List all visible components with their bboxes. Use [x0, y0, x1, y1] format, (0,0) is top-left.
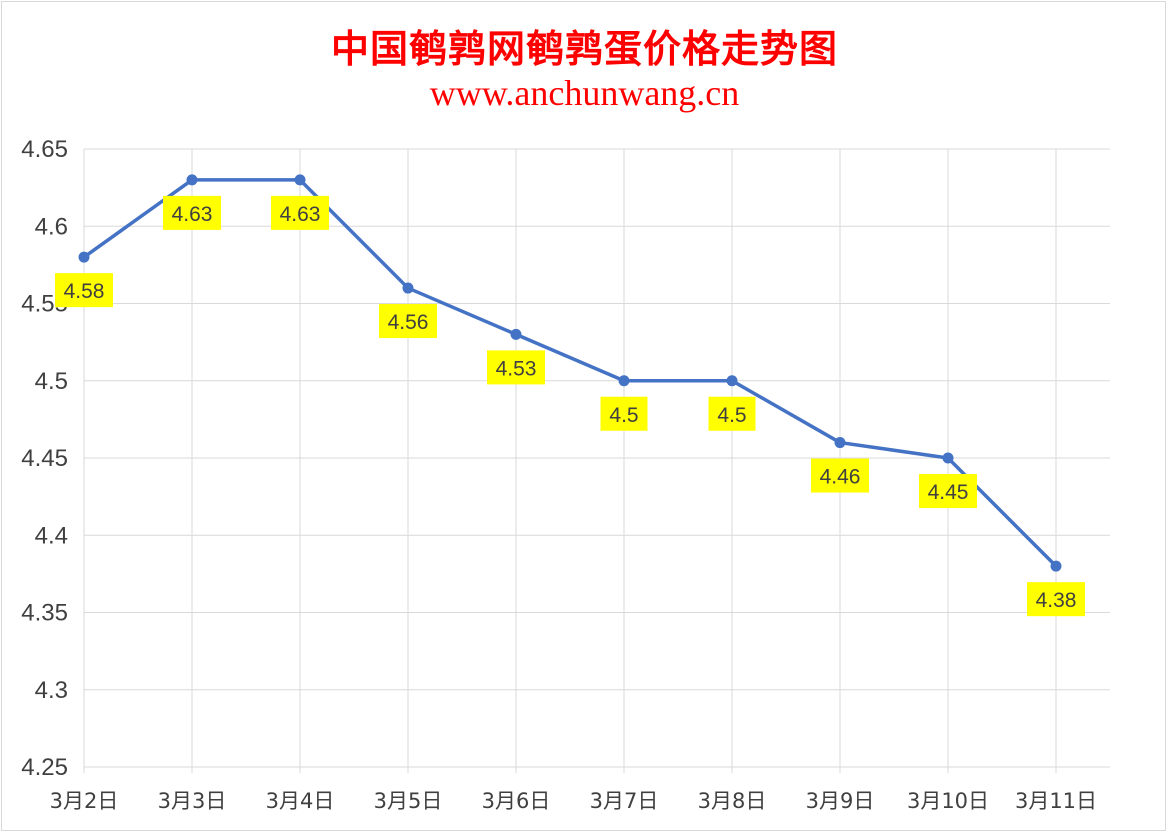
data-point: [186, 174, 198, 186]
data-label: 4.63: [280, 203, 321, 226]
data-label-bg: [708, 396, 756, 431]
data-label: 4.46: [820, 466, 861, 489]
y-tick-label: 4.5: [35, 368, 68, 395]
series-price: [78, 174, 1062, 572]
data-label-bg: [55, 273, 113, 308]
data-label-bg: [271, 195, 329, 230]
y-tick-label: 4.6: [35, 213, 68, 240]
data-point: [1050, 560, 1062, 572]
data-labels: 4.58 4.63 4.63 4.56 4.53 4.5 4.5 4.46 4.45 4.38: [55, 195, 1085, 617]
data-label: 4.5: [717, 404, 746, 427]
data-label-bg: [600, 396, 648, 431]
data-point: [78, 251, 90, 263]
data-label: 4.38: [1036, 589, 1077, 612]
x-tick-label: 3月10日: [907, 789, 989, 813]
y-axis-ticks: 4.254.34.354.44.454.54.554.64.65: [21, 136, 68, 781]
y-tick-label: 4.4: [35, 522, 68, 549]
data-label-bg: [1027, 582, 1085, 617]
data-label-bg: [163, 195, 221, 230]
y-tick-label: 4.25: [21, 754, 68, 781]
data-point: [834, 437, 846, 449]
x-tick-label: 3月8日: [698, 789, 767, 813]
data-label-bg: [379, 304, 437, 339]
data-label: 4.45: [928, 481, 969, 504]
x-axis-ticks: 3月2日 3月3日 3月4日 3月5日 3月6日 3月7日 3月8日 3月9日 3月10日 3月1…: [50, 789, 1097, 813]
data-label-bg: [487, 350, 545, 385]
x-tick-label: 3月6日: [482, 789, 551, 813]
y-tick-label: 4.35: [21, 600, 68, 627]
y-tick-label: 4.65: [21, 136, 68, 163]
chart-title: 中国鹌鹑网鹌鹑蛋价格走势图: [330, 26, 838, 71]
x-tick-label: 3月3日: [158, 789, 227, 813]
x-tick-label: 3月11日: [1015, 789, 1097, 813]
chart-subtitle: www.anchunwang.cn: [429, 73, 740, 113]
data-label: 4.5: [609, 404, 638, 427]
data-label-bg: [919, 474, 977, 508]
data-point: [618, 375, 630, 387]
y-tick-label: 4.3: [35, 677, 68, 704]
data-point: [402, 282, 414, 294]
x-tick-label: 3月5日: [374, 789, 443, 813]
data-label-bg: [811, 458, 869, 493]
grid-lines: [83, 148, 1110, 773]
data-label: 4.53: [496, 357, 537, 380]
data-point: [942, 452, 954, 464]
x-tick-label: 3月4日: [266, 789, 335, 813]
data-label: 4.58: [64, 280, 105, 303]
data-point: [726, 375, 738, 387]
data-point: [510, 328, 522, 340]
x-tick-label: 3月7日: [590, 789, 659, 813]
x-tick-label: 3月2日: [50, 789, 119, 813]
data-label: 4.56: [388, 311, 429, 334]
data-label: 4.63: [172, 203, 213, 226]
y-tick-label: 4.45: [21, 445, 68, 472]
x-tick-label: 3月9日: [806, 789, 875, 813]
data-point: [294, 174, 306, 186]
series-line: [82, 178, 1058, 568]
